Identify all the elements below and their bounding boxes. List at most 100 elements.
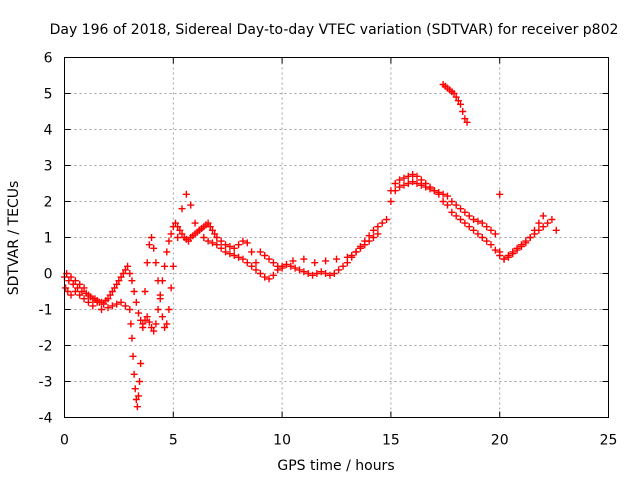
data-point: [128, 334, 136, 342]
y-tick-label: 0: [44, 267, 53, 283]
data-point: [187, 201, 195, 209]
data-point: [261, 273, 269, 281]
data-point: [243, 239, 251, 247]
data-point: [450, 90, 458, 97]
data-point: [435, 190, 443, 198]
data-point: [108, 302, 116, 310]
data-point: [117, 298, 125, 306]
data-point: [539, 223, 547, 231]
data-point: [330, 270, 338, 277]
data-point: [300, 268, 308, 276]
data-point: [71, 277, 79, 285]
data-point: [339, 262, 347, 270]
x-tick-label: 5: [169, 433, 178, 449]
data-point: [391, 180, 399, 187]
data-point: [539, 212, 547, 220]
data-point: [465, 223, 473, 231]
data-point: [62, 284, 70, 292]
data-point: [404, 180, 412, 187]
x-tick-label: 20: [491, 433, 509, 449]
data-point: [348, 252, 356, 259]
data-point: [126, 306, 134, 313]
data-point: [127, 320, 135, 328]
data-point: [200, 234, 208, 241]
data-point: [64, 288, 72, 295]
data-point: [108, 288, 116, 295]
data-point: [483, 223, 491, 231]
chart-title: Day 196 of 2018, Sidereal Day-to-day VTE…: [50, 22, 619, 38]
data-point: [417, 176, 425, 184]
data-point: [226, 243, 234, 250]
data-point: [113, 300, 121, 308]
data-point: [269, 271, 277, 279]
data-point: [443, 192, 451, 200]
y-tick-label: 6: [44, 51, 53, 67]
y-tick-label: -4: [39, 411, 53, 427]
data-point: [496, 190, 504, 198]
data-point: [132, 396, 140, 403]
data-point: [430, 187, 438, 195]
y-tick-label: 3: [44, 159, 53, 175]
data-point: [517, 243, 525, 250]
data-point: [461, 219, 469, 227]
data-point: [465, 212, 473, 220]
data-point: [171, 219, 179, 227]
data-point: [243, 259, 251, 267]
data-point: [132, 298, 140, 306]
data-point: [552, 226, 560, 234]
data-point: [211, 230, 219, 238]
data-point: [89, 302, 97, 310]
x-axis-label: GPS time / hours: [277, 458, 394, 474]
data-point: [143, 259, 151, 267]
data-point: [291, 264, 299, 272]
data-point: [256, 270, 264, 277]
data-point: [478, 234, 486, 241]
data-point: [174, 223, 182, 231]
data-point: [252, 266, 260, 274]
data-point: [461, 208, 469, 216]
data-point: [256, 248, 264, 256]
data-point: [230, 244, 238, 252]
data-point: [78, 288, 86, 295]
data-point: [208, 239, 216, 247]
data-point: [226, 250, 234, 258]
data-point: [204, 219, 212, 227]
data-point: [535, 219, 543, 227]
data-point: [343, 253, 351, 261]
data-point: [422, 180, 430, 187]
data-point: [136, 378, 144, 385]
data-point: [374, 230, 382, 238]
data-point: [487, 226, 495, 234]
data-point: [448, 208, 456, 216]
data-point: [65, 277, 73, 285]
y-tick-label: -1: [39, 303, 53, 319]
data-point: [400, 174, 408, 182]
data-point: [235, 241, 243, 249]
data-point: [141, 316, 149, 324]
data-point: [217, 237, 225, 245]
y-axis-label: SDTVAR / TECUs: [6, 181, 22, 296]
data-point: [378, 219, 386, 227]
data-point: [148, 324, 156, 331]
data-point: [152, 259, 160, 267]
data-point: [443, 201, 451, 209]
data-point: [150, 327, 158, 335]
data-point: [474, 230, 482, 238]
data-point: [548, 216, 556, 223]
data-points: [61, 81, 560, 411]
data-point: [235, 253, 243, 261]
data-point: [248, 248, 256, 256]
y-tick-label: -2: [39, 339, 53, 355]
data-point: [165, 237, 173, 245]
data-point: [261, 252, 269, 259]
data-point: [213, 234, 221, 241]
data-point: [145, 241, 153, 249]
data-point: [113, 280, 121, 288]
data-point: [317, 268, 325, 276]
data-point: [124, 262, 132, 270]
data-point: [326, 271, 334, 279]
data-point: [322, 257, 330, 265]
data-point: [158, 313, 166, 321]
data-point: [154, 306, 162, 313]
data-point: [150, 244, 158, 252]
